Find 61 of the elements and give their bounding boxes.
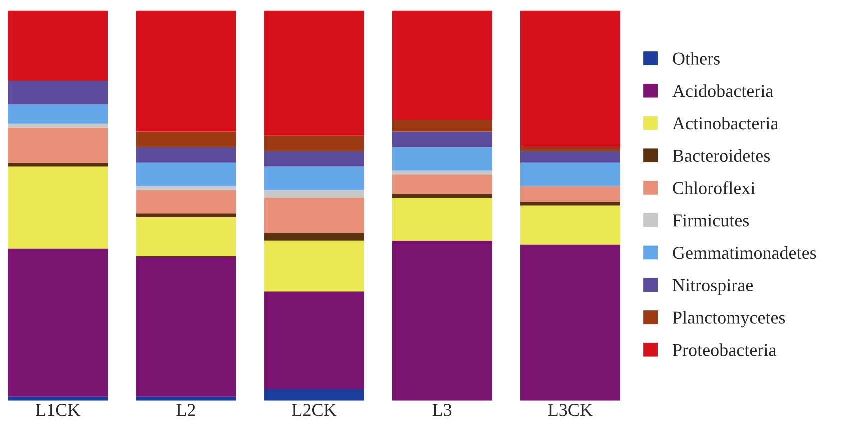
bar (136, 10, 236, 132)
bar (8, 124, 108, 128)
legend-label: Acidobacteria (672, 84, 774, 98)
bar (8, 396, 108, 401)
bar (392, 194, 492, 198)
bar (8, 128, 108, 163)
bar (264, 198, 364, 234)
legend-label: Gemmatimonadetes (673, 246, 816, 260)
legend-label: Actinobacteria (672, 116, 778, 130)
bar (264, 240, 364, 292)
bar (392, 10, 492, 120)
bar (136, 147, 236, 163)
bar (520, 151, 620, 163)
bar (136, 218, 236, 257)
bar (520, 202, 620, 206)
bar (264, 10, 364, 136)
bar (392, 198, 492, 241)
x-tick-label: L2CK (292, 404, 337, 416)
bar (264, 233, 364, 241)
bar (264, 151, 364, 167)
legend-label: Bacteroidetes (672, 149, 770, 162)
x-tick-label: L1CK (36, 404, 80, 416)
bar (520, 162, 620, 186)
x-tick-label: L3 (432, 404, 452, 416)
x-tick-label: L2 (176, 404, 196, 416)
bar (392, 147, 492, 171)
bar (520, 206, 620, 245)
legend-label: Others (673, 52, 720, 65)
bar (136, 214, 236, 218)
bar (8, 10, 108, 81)
bar (264, 136, 364, 152)
bar (520, 10, 620, 148)
bar (8, 162, 108, 167)
bar (520, 147, 620, 152)
bar (136, 186, 236, 190)
bar (136, 396, 236, 401)
legend-label: Planctomycetes (672, 311, 786, 328)
bar (264, 190, 364, 198)
legend-label: Proteobacteria (672, 344, 776, 356)
bar (392, 132, 492, 148)
legend-label: Firmicutes (672, 214, 750, 227)
bar (264, 166, 364, 190)
bar (264, 292, 364, 390)
legend-label: Chloroflexi (673, 182, 756, 194)
bar (136, 132, 236, 148)
bar (392, 170, 492, 175)
bar (8, 104, 108, 124)
x-tick-label: L3CK (548, 404, 593, 416)
bar (136, 190, 236, 214)
bar (520, 244, 620, 401)
bar (8, 80, 108, 104)
bar (8, 166, 108, 249)
bar (392, 174, 492, 194)
bar (520, 186, 620, 202)
bar (392, 240, 492, 401)
bar (136, 256, 236, 397)
bar (264, 389, 364, 401)
bar (392, 120, 492, 132)
bar (136, 162, 236, 186)
bar (8, 248, 108, 397)
legend-label: Nitrospirae (672, 279, 754, 296)
